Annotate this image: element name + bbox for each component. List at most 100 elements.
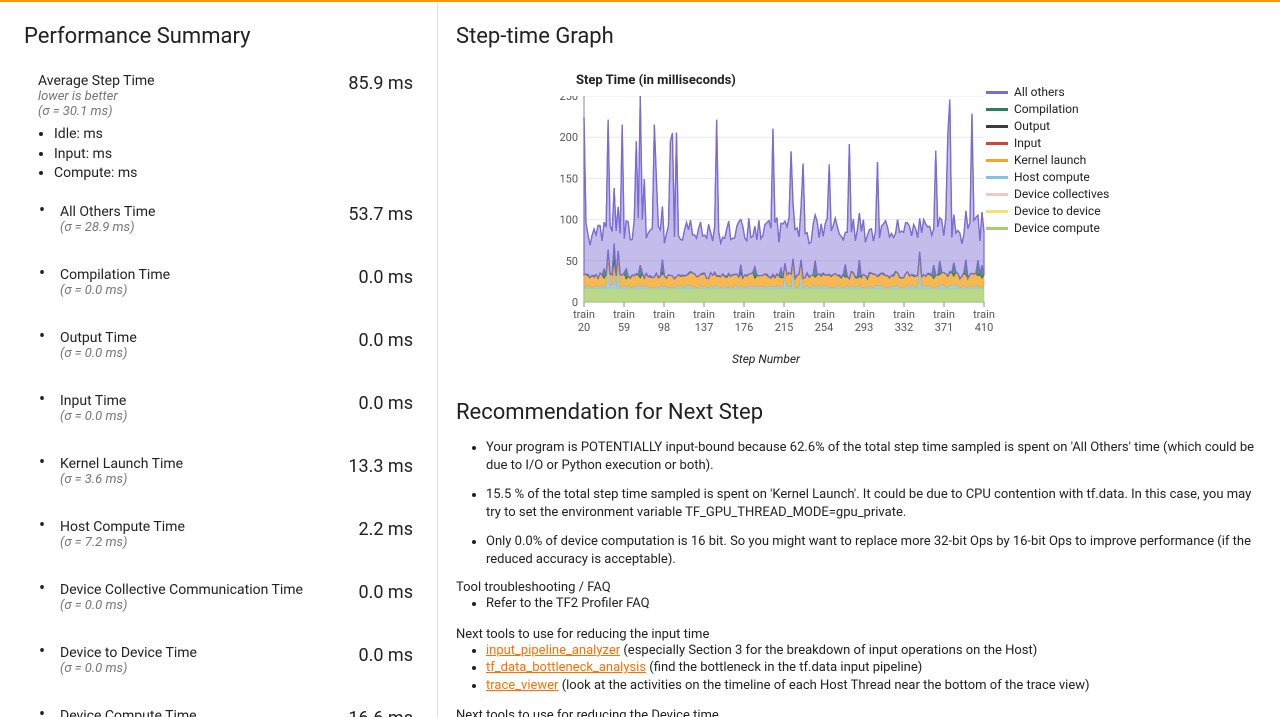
metric-label: Device Collective Communication Time (60, 582, 303, 598)
svg-text:train: train (653, 308, 675, 321)
metric-value: 0.0 ms (358, 393, 413, 414)
metric-value: 0.0 ms (358, 645, 413, 666)
metric-row: •Device Collective Communication Time(σ … (24, 582, 413, 613)
legend-swatch (986, 227, 1008, 230)
svg-text:train: train (933, 308, 955, 321)
legend-label: Kernel launch (1014, 153, 1086, 167)
troubleshooting-heading: Tool troubleshooting / FAQ (456, 580, 1264, 595)
metric-value: 2.2 ms (358, 519, 413, 540)
recommendation-item: 15.5 % of the total step time sampled is… (486, 486, 1264, 521)
simple-metric-item: Compute: ms (54, 164, 413, 184)
metric-sigma: (σ = 3.6 ms) (60, 472, 183, 487)
recommendation-section: Recommendation for Next Step Your progra… (456, 400, 1264, 717)
svg-text:20: 20 (578, 321, 590, 334)
troubleshooting-list: Refer to the TF2 Profiler FAQ (486, 595, 1264, 613)
svg-text:train: train (893, 308, 915, 321)
tool-desc: (look at the activities on the timeline … (558, 678, 1089, 693)
metric-value: 0.0 ms (358, 582, 413, 603)
metric-sigma: (σ = 0.0 ms) (60, 283, 170, 298)
svg-text:98: 98 (658, 321, 670, 334)
svg-text:59: 59 (618, 321, 630, 334)
metric-label: Host Compute Time (60, 519, 185, 535)
step-time-graph-title: Step-time Graph (456, 24, 1264, 49)
tool-link[interactable]: input_pipeline_analyzer (486, 643, 620, 658)
legend-item: Kernel launch (986, 153, 1109, 167)
svg-text:train: train (813, 308, 835, 321)
legend-swatch (986, 210, 1008, 213)
svg-text:train: train (613, 308, 635, 321)
simple-metric-item: Input: ms (54, 145, 413, 165)
svg-text:150: 150 (559, 172, 578, 185)
chart-xaxis-label: Step Number (566, 352, 966, 366)
svg-text:50: 50 (566, 255, 578, 268)
svg-text:215: 215 (775, 321, 794, 334)
legend-item: Host compute (986, 170, 1109, 184)
metric-row: •Output Time(σ = 0.0 ms)0.0 ms (24, 330, 413, 361)
metric-row: •Device Compute Time(σ = 0.1 ms)16.6 ms (24, 708, 413, 717)
metric-label: Input Time (60, 393, 127, 409)
svg-text:train: train (973, 308, 995, 321)
metric-row: •Kernel Launch Time(σ = 3.6 ms)13.3 ms (24, 456, 413, 487)
recommendation-title: Recommendation for Next Step (456, 400, 1264, 425)
svg-text:410: 410 (975, 321, 994, 334)
legend-label: Compilation (1014, 102, 1079, 116)
legend-label: Device collectives (1014, 187, 1109, 201)
tool-desc: (especially Section 3 for the breakdown … (620, 643, 1037, 658)
legend-swatch (986, 159, 1008, 162)
svg-text:train: train (853, 308, 875, 321)
metric-row: •Device to Device Time(σ = 0.0 ms)0.0 ms (24, 645, 413, 676)
svg-text:293: 293 (855, 321, 874, 334)
metric-sigma: (σ = 0.0 ms) (60, 598, 303, 613)
right-panel: Step-time Graph Step Time (in millisecon… (438, 2, 1280, 717)
legend-item: Input (986, 136, 1109, 150)
avg-step-time-sub: lower is better (38, 89, 155, 104)
recommendation-item: Only 0.0% of device computation is 16 bi… (486, 533, 1264, 568)
metric-sigma: (σ = 7.2 ms) (60, 535, 185, 550)
metric-sigma: (σ = 0.0 ms) (60, 346, 137, 361)
legend-swatch (986, 142, 1008, 145)
svg-text:176: 176 (735, 321, 754, 334)
svg-text:254: 254 (815, 321, 834, 334)
performance-summary-panel: Performance Summary Average Step Time lo… (0, 2, 438, 717)
input-tools-heading: Next tools to use for reducing the input… (456, 627, 1264, 642)
performance-summary-title: Performance Summary (24, 24, 413, 49)
legend-item: Output (986, 119, 1109, 133)
metric-label: Compilation Time (60, 267, 170, 283)
legend-item: All others (986, 85, 1109, 99)
tool-link[interactable]: trace_viewer (486, 678, 558, 693)
metric-label: Kernel Launch Time (60, 456, 183, 472)
metric-value: 16.6 ms (348, 708, 413, 717)
legend-item: Device collectives (986, 187, 1109, 201)
legend-item: Device to device (986, 204, 1109, 218)
chart-inner-title: Step Time (in milliseconds) (576, 73, 1264, 88)
detailed-metrics-list: •All Others Time(σ = 28.9 ms)53.7 ms•Com… (24, 204, 413, 717)
chart-svg: 050100150200250train20train59train98trai… (556, 96, 996, 346)
metric-sigma: (σ = 28.9 ms) (60, 220, 155, 235)
metric-row: •All Others Time(σ = 28.9 ms)53.7 ms (24, 204, 413, 235)
legend-label: Host compute (1014, 170, 1090, 184)
legend-swatch (986, 193, 1008, 196)
tool-link[interactable]: tf_data_bottleneck_analysis (486, 660, 646, 675)
recommendation-list: Your program is POTENTIALLY input-bound … (486, 439, 1264, 568)
legend-swatch (986, 176, 1008, 179)
metric-label: All Others Time (60, 204, 155, 220)
legend-label: Output (1014, 119, 1050, 133)
legend-label: Device compute (1014, 221, 1100, 235)
metric-value: 0.0 ms (358, 267, 413, 288)
metric-row: •Compilation Time(σ = 0.0 ms)0.0 ms (24, 267, 413, 298)
svg-text:train: train (733, 308, 755, 321)
metric-label: Device Compute Time (60, 708, 197, 717)
svg-text:train: train (573, 308, 595, 321)
metric-label: Output Time (60, 330, 137, 346)
simple-metrics-list: Idle: msInput: msCompute: ms (40, 125, 413, 184)
svg-text:371: 371 (935, 321, 954, 334)
legend-swatch (986, 125, 1008, 128)
device-tools-heading: Next tools to use for reducing the Devic… (456, 708, 1264, 717)
legend-label: Input (1014, 136, 1041, 150)
simple-metric-item: Idle: ms (54, 125, 413, 145)
metric-sigma: (σ = 0.0 ms) (60, 661, 197, 676)
svg-text:train: train (693, 308, 715, 321)
svg-text:200: 200 (559, 131, 578, 144)
svg-text:100: 100 (559, 214, 578, 227)
svg-text:137: 137 (695, 321, 714, 334)
